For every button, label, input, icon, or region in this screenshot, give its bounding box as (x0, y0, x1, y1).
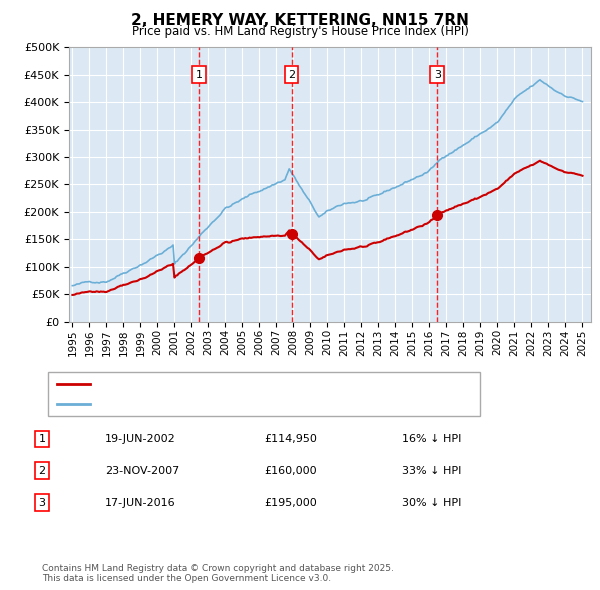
Text: 2: 2 (288, 70, 295, 80)
Text: Price paid vs. HM Land Registry's House Price Index (HPI): Price paid vs. HM Land Registry's House … (131, 25, 469, 38)
Text: 1: 1 (38, 434, 46, 444)
Text: 3: 3 (434, 70, 441, 80)
Text: 3: 3 (38, 498, 46, 507)
Text: 23-NOV-2007: 23-NOV-2007 (105, 466, 179, 476)
Text: £195,000: £195,000 (264, 498, 317, 507)
Text: 33% ↓ HPI: 33% ↓ HPI (402, 466, 461, 476)
Text: 19-JUN-2002: 19-JUN-2002 (105, 434, 176, 444)
Text: 1: 1 (196, 70, 203, 80)
Text: 30% ↓ HPI: 30% ↓ HPI (402, 498, 461, 507)
Text: £160,000: £160,000 (264, 466, 317, 476)
Text: Contains HM Land Registry data © Crown copyright and database right 2025.
This d: Contains HM Land Registry data © Crown c… (42, 563, 394, 583)
Text: £114,950: £114,950 (264, 434, 317, 444)
Text: 2, HEMERY WAY, KETTERING, NN15 7RN (detached house): 2, HEMERY WAY, KETTERING, NN15 7RN (deta… (96, 379, 397, 389)
Text: 16% ↓ HPI: 16% ↓ HPI (402, 434, 461, 444)
Text: 2, HEMERY WAY, KETTERING, NN15 7RN: 2, HEMERY WAY, KETTERING, NN15 7RN (131, 13, 469, 28)
Text: 2: 2 (38, 466, 46, 476)
Text: 17-JUN-2016: 17-JUN-2016 (105, 498, 176, 507)
Text: HPI: Average price, detached house, North Northamptonshire: HPI: Average price, detached house, Nort… (96, 399, 416, 408)
